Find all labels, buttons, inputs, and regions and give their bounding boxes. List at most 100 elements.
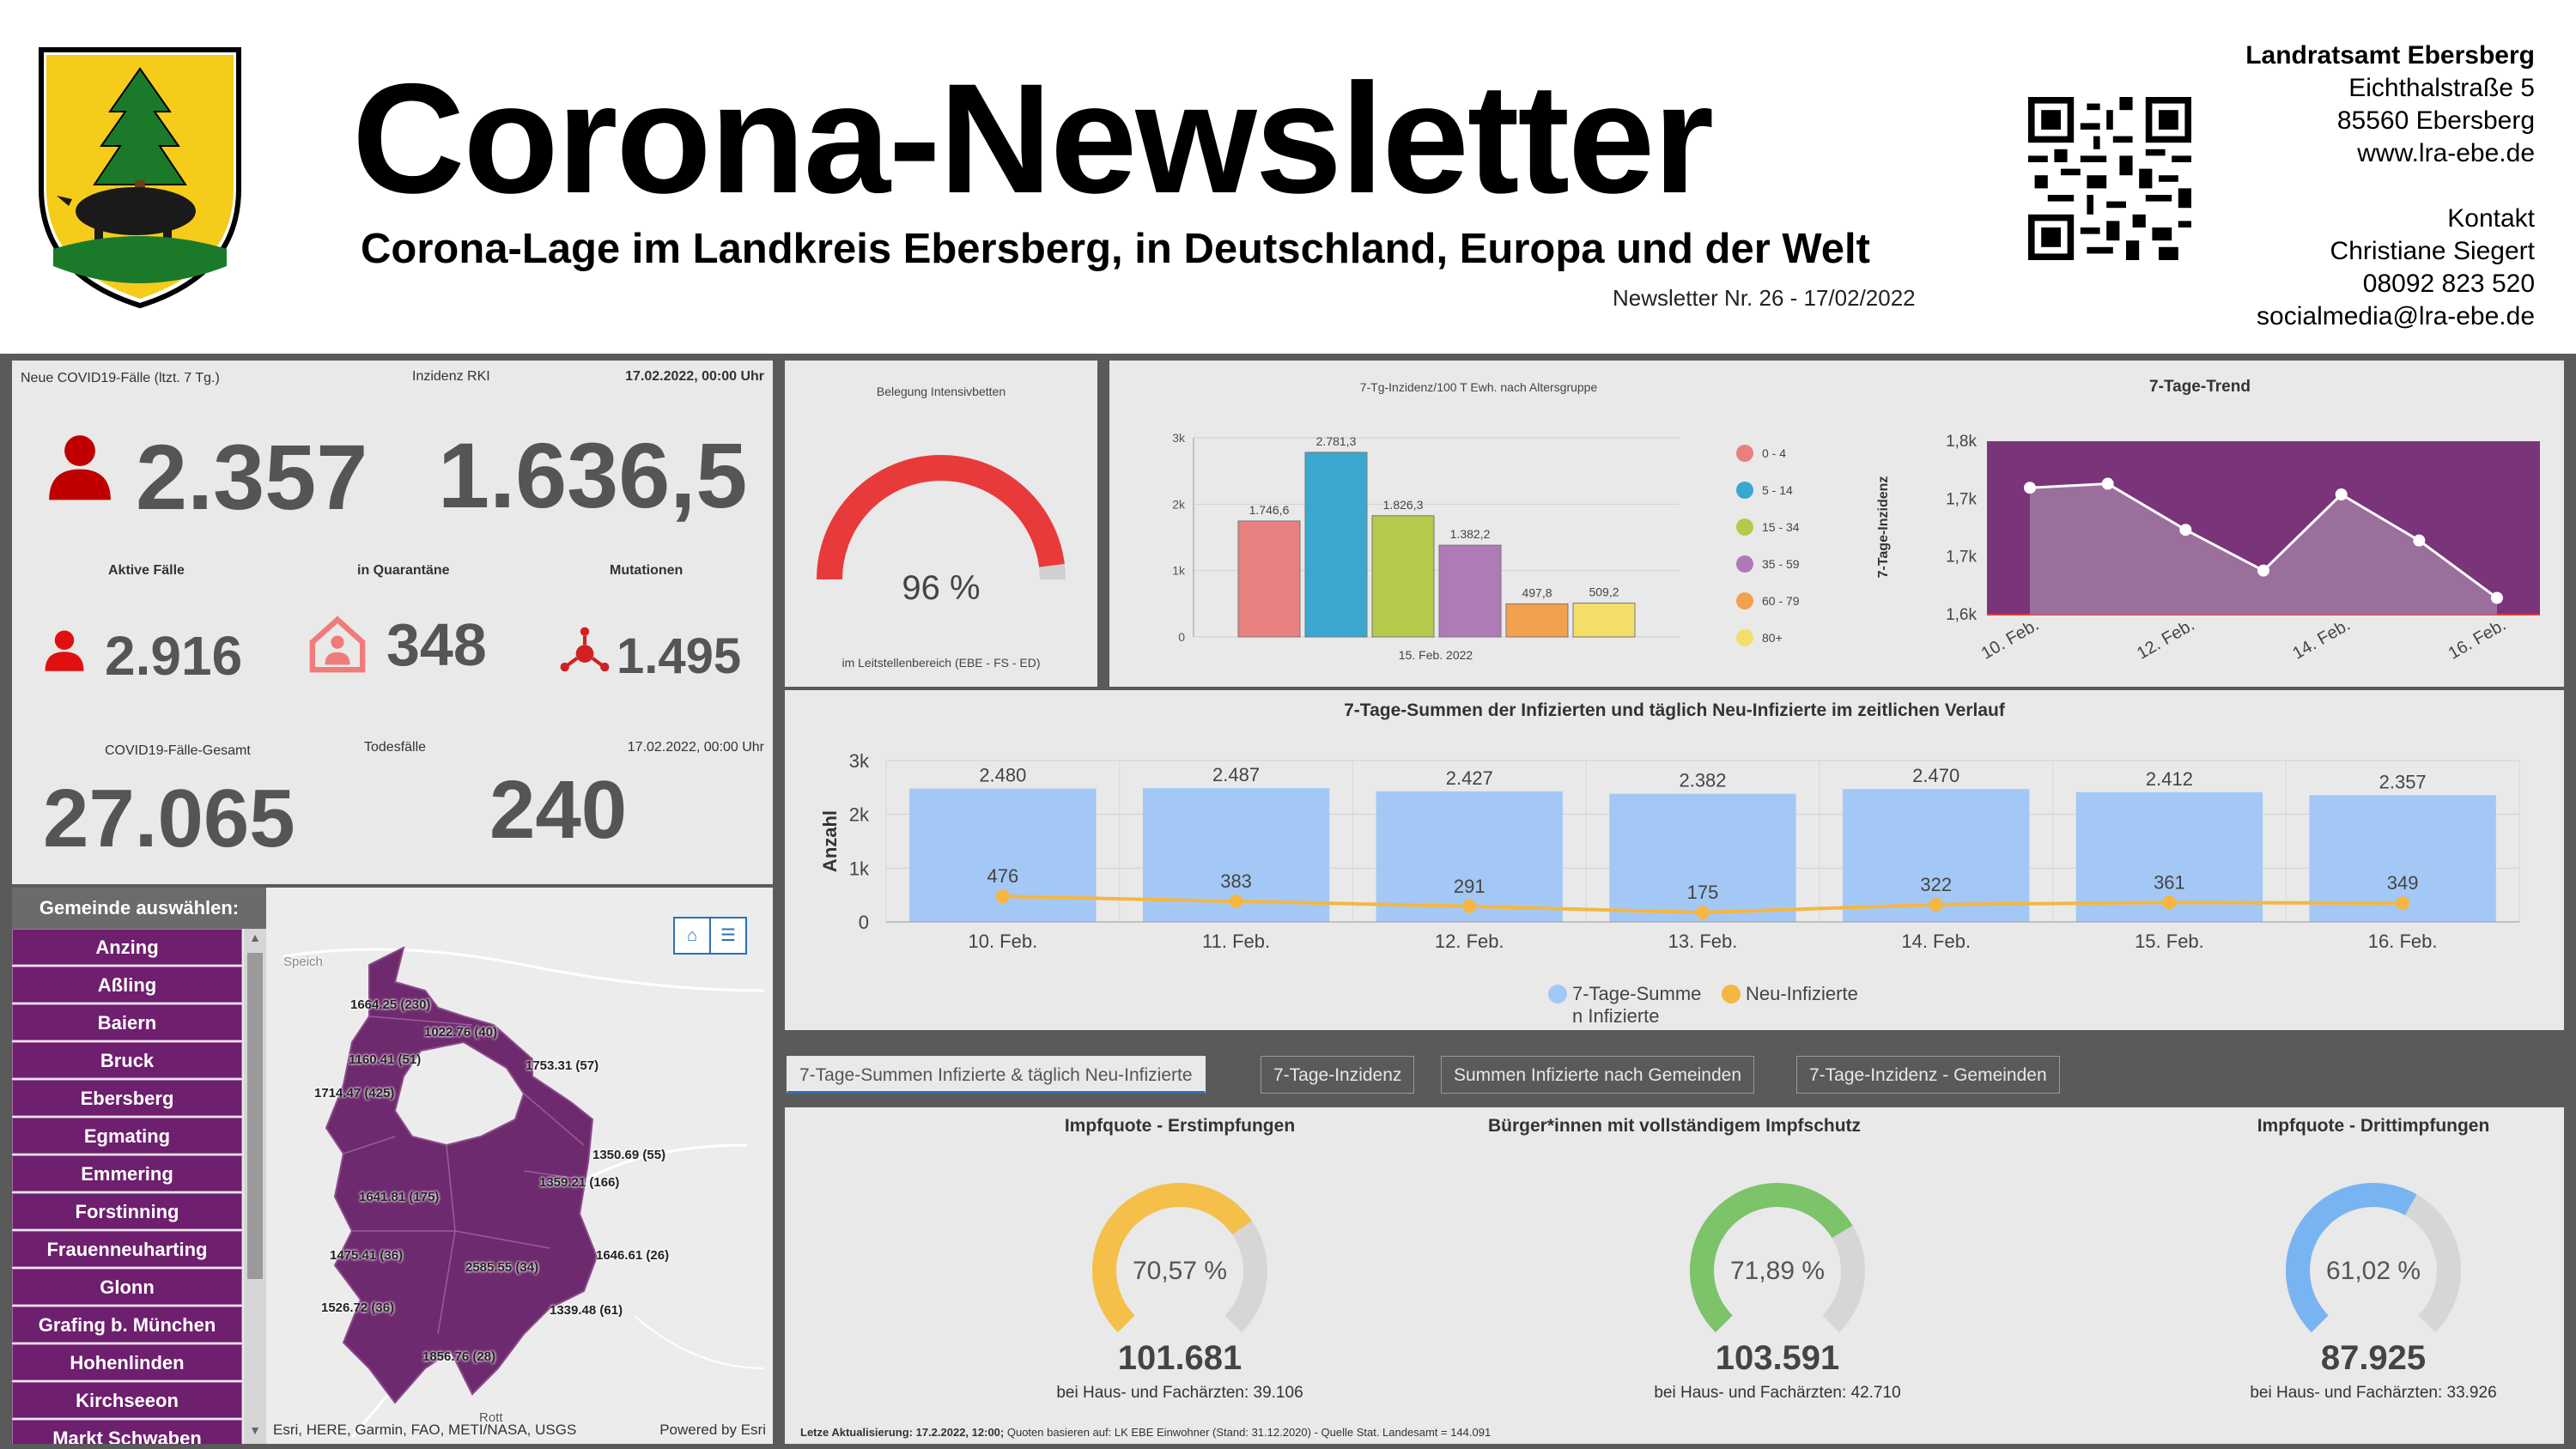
y-axis-label: Anzahl [819, 810, 841, 872]
point-label: 322 [1920, 874, 1952, 895]
gauge-value: 70,57 % [1133, 1257, 1227, 1285]
quarantine-label: in Quarantäne [357, 563, 450, 578]
map[interactable]: Speich 1664.25 (230) 1022.76 (40) 1160.41 (… [266, 888, 773, 1444]
footnote-bold: Letze Aktualisierung: 17.2.2022, 12:00; [800, 1426, 1005, 1439]
point-label: 361 [2154, 871, 2185, 893]
data-point[interactable] [2491, 591, 2503, 604]
legend-swatch [1548, 985, 1567, 1003]
municipality-item[interactable]: Grafing b. München [12, 1307, 242, 1343]
bar[interactable] [1237, 520, 1301, 638]
y-tick-label: 0 [1178, 630, 1185, 644]
qr-code[interactable] [2028, 97, 2191, 260]
tab[interactable]: 7-Tage-Inzidenz [1261, 1056, 1415, 1094]
municipality-list[interactable]: Gemeinde auswählen: Anzing Aßling Baiern Br… [12, 888, 266, 1444]
data-point[interactable] [2396, 896, 2410, 911]
municipality-item[interactable]: Forstinning [12, 1193, 242, 1229]
dashboard: Neue COVID19-Fälle (ltzt. 7 Tg.) Inziden… [0, 354, 2576, 1449]
data-point[interactable] [2335, 488, 2348, 500]
y-axis-label: 7-Tage-Inzidenz [1876, 476, 1891, 579]
contact-name: Christiane Siegert [2330, 237, 2535, 265]
point-label: 291 [1454, 876, 1485, 897]
legend-label: 15 - 34 [1762, 520, 1800, 534]
home-icon[interactable]: ⌂ [673, 917, 711, 955]
data-point[interactable] [2024, 482, 2036, 494]
municipality-item[interactable]: Aßling [12, 967, 242, 1003]
scrollbar[interactable]: ▲ ▼ [244, 929, 266, 1444]
icu-value: 96 % [902, 569, 980, 607]
map-label: 1339.48 (61) [550, 1303, 623, 1319]
municipality-item[interactable]: Kirchseeon [12, 1382, 242, 1418]
data-point[interactable] [1929, 897, 1943, 912]
bar-label: 2.357 [2379, 771, 2427, 792]
header: Corona-Newsletter Corona-Lage im Landkre… [0, 0, 2576, 354]
municipality-item[interactable]: Baiern [12, 1004, 242, 1040]
municipality-item[interactable]: Glonn [12, 1269, 242, 1305]
municipality-item[interactable]: Ebersberg [12, 1080, 242, 1116]
data-point[interactable] [2257, 564, 2269, 577]
y-tick-label: 0 [859, 912, 869, 933]
footnote-text: Quoten basieren auf: LK EBE Einwohner (S… [1004, 1426, 1492, 1439]
mutations-value: 1.495 [617, 628, 742, 684]
municipality-item[interactable]: Hohenlinden [12, 1344, 242, 1380]
map-powered-by[interactable]: Powered by Esri [659, 1422, 766, 1438]
tab[interactable]: 7-Tage-Summen Infizierte & täglich Neu-I… [787, 1056, 1206, 1094]
scroll-down-icon[interactable]: ▼ [249, 1423, 261, 1437]
data-point[interactable] [2162, 895, 2177, 910]
municipality-item[interactable]: Frauenneuharting [12, 1231, 242, 1267]
bar[interactable] [1304, 452, 1368, 638]
data-point[interactable] [995, 889, 1010, 904]
bar-label: 2.412 [2146, 768, 2193, 790]
legend-swatch [1722, 985, 1741, 1003]
bar[interactable] [1371, 515, 1435, 638]
data-point[interactable] [1696, 906, 1710, 920]
legend-label: 60 - 79 [1762, 594, 1800, 608]
map-label: 1160.41 (51) [349, 1052, 422, 1068]
municipality-item[interactable]: Anzing [12, 929, 242, 965]
total-value: 27.065 [43, 773, 295, 864]
bar[interactable] [1572, 603, 1636, 638]
bar[interactable] [1609, 793, 1796, 922]
data-label: 2.781,3 [1316, 434, 1357, 448]
data-point[interactable] [2179, 524, 2192, 537]
y-tick-label: 3k [849, 750, 870, 772]
bar[interactable] [1438, 544, 1502, 638]
map-label: 1359.21 (166) [539, 1174, 620, 1190]
kpi-panel: Neue COVID19-Fälle (ltzt. 7 Tg.) Inziden… [12, 361, 773, 884]
data-point[interactable] [2101, 477, 2114, 490]
point-label: 349 [2387, 872, 2419, 894]
point-label: 383 [1220, 870, 1252, 892]
bar[interactable] [1505, 603, 1569, 638]
legend-label: 0 - 4 [1762, 446, 1786, 460]
data-label: 509,2 [1589, 585, 1619, 599]
age-incidence-panel: 7-Tg-Inzidenz/100 T Ewh. nach Altersgrup… [1109, 361, 2564, 687]
data-point[interactable] [2413, 534, 2426, 547]
website-link[interactable]: www.lra-ebe.de [2357, 139, 2535, 167]
legend-swatch [1736, 482, 1753, 499]
vaccination-gauges: 70,57 % 71,89 % 61,02 % [1092, 1183, 2461, 1333]
incidence-label: Inzidenz RKI [412, 369, 490, 384]
list-icon[interactable]: ☰ [709, 917, 747, 955]
weekly-sums-panel: 7-Tage-Summen der Infizierten und täglic… [785, 690, 2564, 1030]
x-tick-label: 13. Feb. [1668, 931, 1738, 952]
data-point[interactable] [1229, 894, 1243, 908]
y-tick-label: 1k [1172, 564, 1186, 578]
phone: 08092 823 520 [2362, 270, 2535, 298]
x-tick-label: 15. Feb. [2135, 931, 2204, 952]
map-canvas[interactable] [266, 888, 773, 1444]
legend-swatch [1736, 592, 1753, 609]
scroll-thumb[interactable] [247, 953, 263, 1279]
municipality-item[interactable]: Emmering [12, 1155, 242, 1191]
person-icon [49, 435, 111, 500]
tab[interactable]: Summen Infizierte nach Gemeinden [1441, 1056, 1755, 1094]
municipality-item[interactable]: Egmating [12, 1118, 242, 1154]
email-link[interactable]: socialmedia@lra-ebe.de [2257, 302, 2535, 330]
data-point[interactable] [1462, 899, 1477, 913]
municipality-item[interactable]: Bruck [12, 1042, 242, 1078]
coat-of-arms-logo [39, 47, 241, 309]
tab[interactable]: 7-Tage-Inzidenz - Gemeinden [1796, 1056, 2060, 1094]
scroll-up-icon[interactable]: ▲ [249, 931, 261, 944]
city: 85560 Ebersberg [2336, 106, 2535, 135]
contact-address: Landratsamt Ebersberg Eichthalstraße 5 8… [2245, 39, 2535, 333]
x-tick-label: 16. Feb. [2368, 931, 2438, 952]
municipality-item[interactable]: Markt Schwaben [12, 1420, 242, 1444]
